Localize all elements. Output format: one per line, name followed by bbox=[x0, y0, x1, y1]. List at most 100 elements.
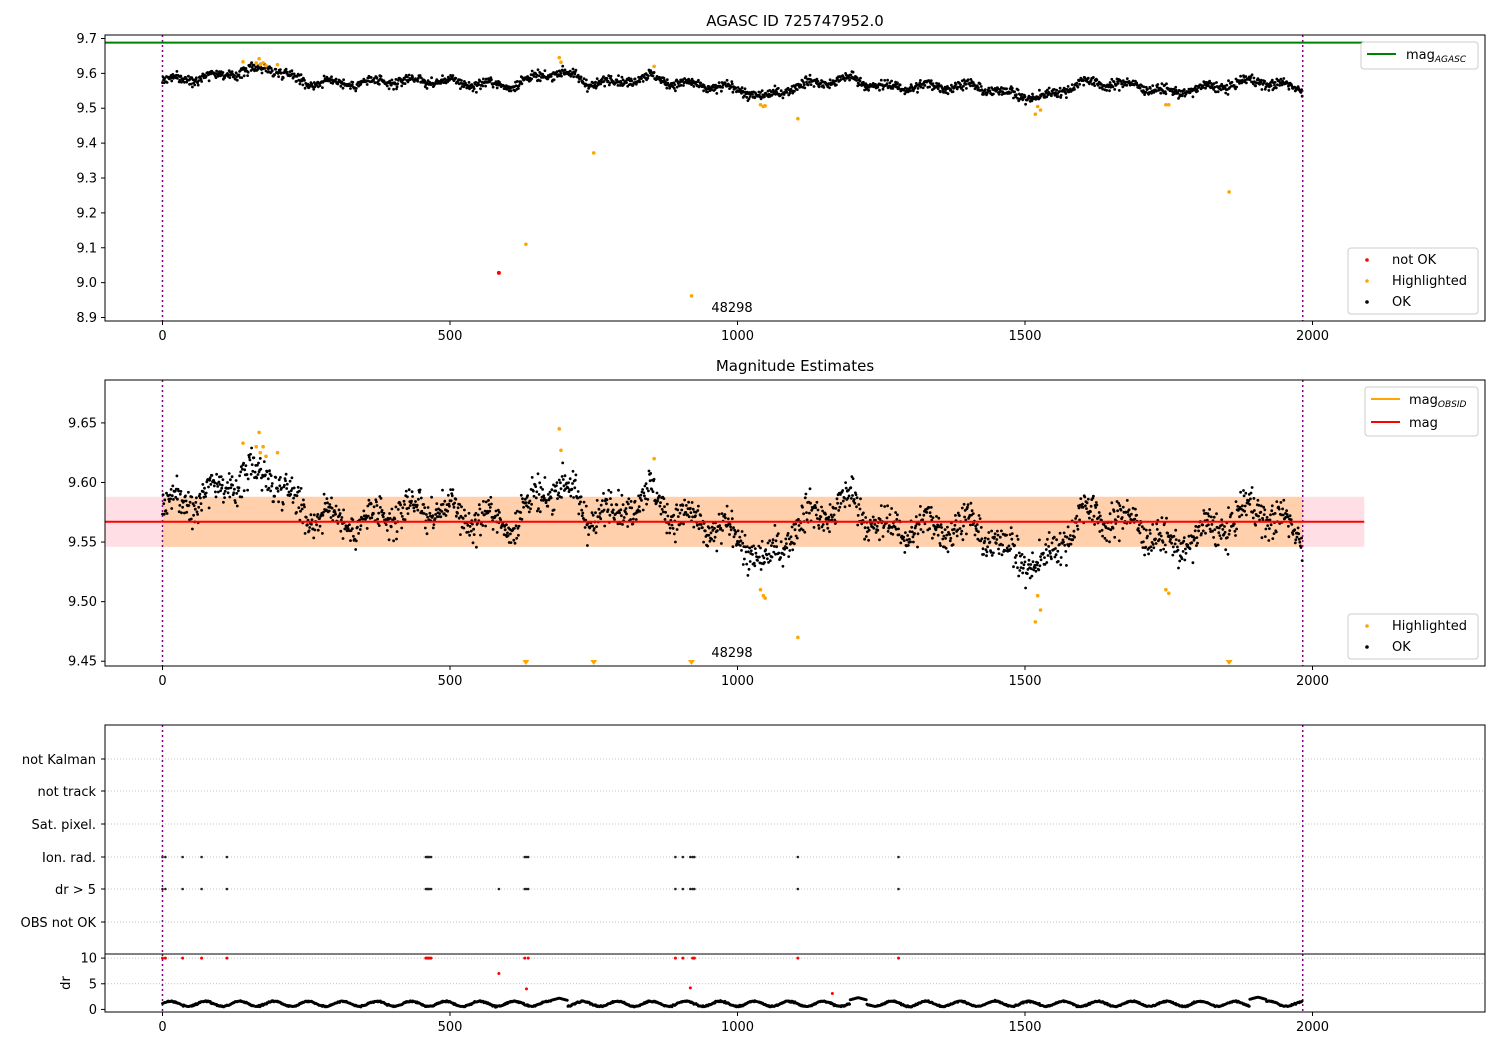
ok-point bbox=[1087, 77, 1090, 80]
ok-point bbox=[1059, 563, 1062, 566]
ok-point bbox=[937, 82, 940, 85]
ok-point bbox=[1031, 551, 1034, 554]
ok-point bbox=[853, 498, 856, 501]
ok-point bbox=[354, 548, 357, 551]
ok-point bbox=[602, 492, 605, 495]
ok-point bbox=[411, 495, 414, 498]
ok-point bbox=[248, 456, 251, 459]
ok-point bbox=[451, 494, 454, 497]
ok-point bbox=[328, 503, 331, 506]
ok-point bbox=[1144, 546, 1147, 549]
ok-point bbox=[867, 89, 870, 92]
ok-point bbox=[319, 84, 322, 87]
ok-point bbox=[1174, 86, 1177, 89]
ok-point bbox=[1195, 544, 1198, 547]
ok-point bbox=[716, 529, 719, 532]
ok-point bbox=[902, 536, 905, 539]
ok-point bbox=[986, 545, 989, 548]
ok-point bbox=[448, 505, 451, 508]
ok-point bbox=[787, 555, 790, 558]
ok-point bbox=[743, 558, 746, 561]
ok-point bbox=[306, 523, 309, 526]
ok-point bbox=[475, 81, 478, 84]
ok-point bbox=[301, 508, 304, 511]
ok-point bbox=[531, 476, 534, 479]
ok-point bbox=[310, 513, 313, 516]
ok-point bbox=[1183, 536, 1186, 539]
ok-point bbox=[349, 87, 352, 90]
ok-point bbox=[647, 490, 650, 493]
ok-point bbox=[550, 75, 553, 78]
ok-point bbox=[316, 513, 319, 516]
ok-point bbox=[196, 511, 199, 514]
ok-point bbox=[610, 503, 613, 506]
ok-point bbox=[956, 535, 959, 538]
ok-point bbox=[963, 516, 966, 519]
highlighted-point bbox=[690, 294, 694, 298]
ok-point bbox=[751, 93, 754, 96]
highlighted-point bbox=[1167, 103, 1171, 107]
ok-point bbox=[692, 526, 695, 529]
ok-point bbox=[1275, 500, 1278, 503]
ok-point bbox=[1031, 93, 1034, 96]
ok-point bbox=[864, 526, 867, 529]
ok-point bbox=[1053, 536, 1056, 539]
ok-point bbox=[1183, 88, 1186, 91]
ok-point bbox=[561, 475, 564, 478]
ok-point bbox=[238, 74, 241, 77]
ok-point bbox=[664, 518, 667, 521]
ok-point bbox=[740, 549, 743, 552]
ok-point bbox=[782, 97, 785, 100]
ok-point bbox=[419, 489, 422, 492]
ok-point bbox=[899, 542, 902, 545]
ok-point bbox=[303, 79, 306, 82]
ok-point bbox=[632, 518, 635, 521]
agasc-x-tick-label: 2000 bbox=[1296, 329, 1329, 344]
ok-point bbox=[535, 490, 538, 493]
legend-mag-obsid: mag bbox=[1409, 393, 1438, 408]
ok-point bbox=[312, 537, 315, 540]
ok-point bbox=[822, 529, 825, 532]
ok-point bbox=[635, 518, 638, 521]
ok-point bbox=[246, 74, 249, 77]
ok-point bbox=[199, 497, 202, 500]
ok-point bbox=[541, 488, 544, 491]
ok-point bbox=[1231, 512, 1234, 515]
ok-point bbox=[961, 507, 964, 510]
ok-point bbox=[221, 484, 224, 487]
highlighted-point bbox=[276, 451, 280, 455]
ok-point bbox=[376, 77, 379, 80]
ok-point bbox=[569, 495, 572, 498]
ok-point bbox=[427, 506, 430, 509]
mag-estimates-x-tick-label: 500 bbox=[438, 674, 463, 689]
ok-point bbox=[1081, 503, 1084, 506]
ok-point bbox=[1082, 84, 1085, 87]
ok-point bbox=[804, 496, 807, 499]
ok-point bbox=[586, 90, 589, 93]
ok-point bbox=[977, 86, 980, 89]
ok-point bbox=[702, 541, 705, 544]
ok-point bbox=[798, 524, 801, 527]
ok-point bbox=[335, 78, 338, 81]
ok-point bbox=[505, 523, 508, 526]
ok-point bbox=[671, 524, 674, 527]
ok-point bbox=[1058, 543, 1061, 546]
ok-point bbox=[607, 508, 610, 511]
ok-point bbox=[953, 528, 956, 531]
ok-point bbox=[335, 505, 338, 508]
ok-point bbox=[1018, 569, 1021, 572]
ok-point bbox=[1028, 559, 1031, 562]
ok-point bbox=[1071, 83, 1074, 86]
ok-point bbox=[289, 480, 292, 483]
ok-point bbox=[1008, 545, 1011, 548]
ok-point bbox=[181, 506, 184, 509]
ok-point bbox=[603, 85, 606, 88]
ok-point bbox=[890, 80, 893, 83]
ok-point bbox=[525, 501, 528, 504]
ok-point bbox=[763, 95, 766, 98]
legend-highlighted: Highlighted bbox=[1392, 274, 1467, 289]
ok-point bbox=[176, 498, 179, 501]
ok-point bbox=[775, 539, 778, 542]
ok-point bbox=[304, 87, 307, 90]
ok-point bbox=[1079, 497, 1082, 500]
